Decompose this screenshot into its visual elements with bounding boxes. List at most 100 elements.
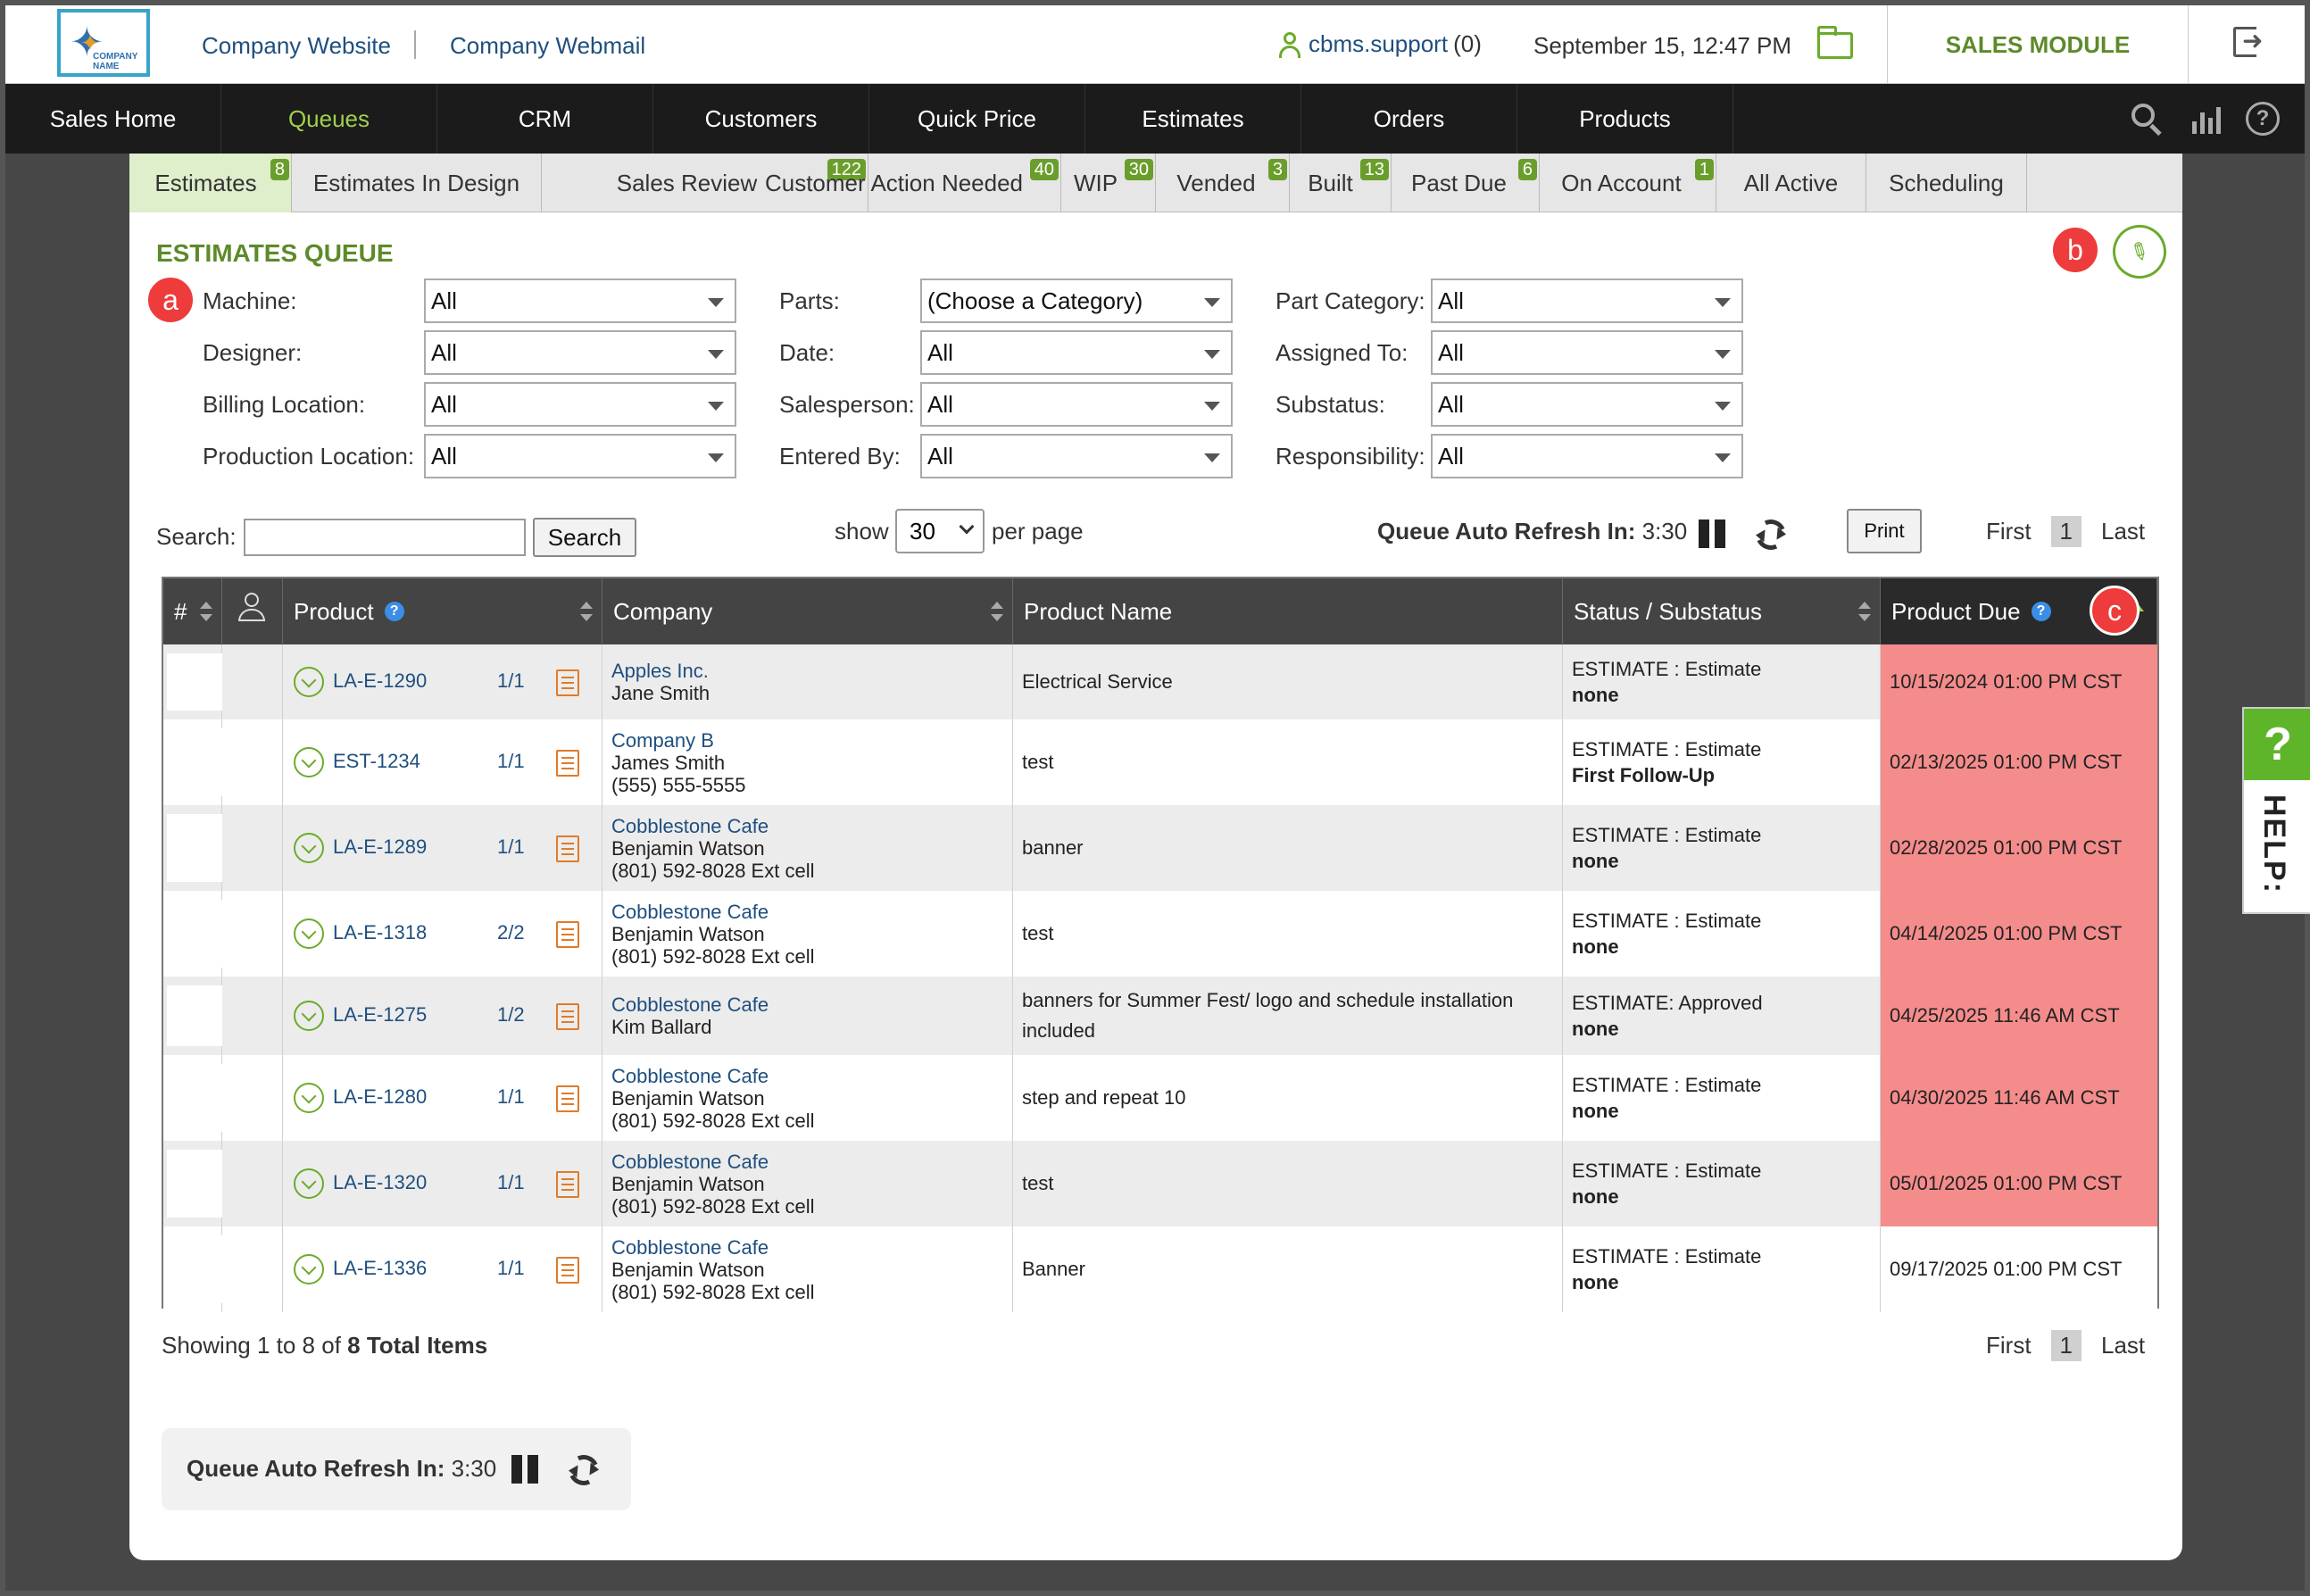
entered-by-select[interactable]: All [920, 434, 1233, 478]
expand-chevron-icon[interactable] [294, 1254, 324, 1284]
parts-select[interactable]: (Choose a Category) [920, 278, 1233, 323]
last-page-link[interactable]: Last [2101, 518, 2146, 544]
col-header-product[interactable]: Product? [283, 578, 602, 644]
help-side-tab[interactable]: ? HELP: [2242, 707, 2310, 914]
substatus-select[interactable]: All [1431, 382, 1743, 427]
company-link[interactable]: Cobblestone Cafe [611, 901, 769, 923]
nav-customers[interactable]: Customers [653, 84, 869, 154]
document-icon[interactable] [556, 750, 579, 777]
table-row[interactable]: LA-E-1275 1/2 Cobblestone Cafe Kim Ballard b… [163, 977, 2157, 1055]
tab-estimates[interactable]: Estimates 8 [129, 154, 292, 212]
first-page-link[interactable]: First [1986, 1332, 2032, 1359]
current-page[interactable]: 1 [2050, 1330, 2082, 1361]
company-link[interactable]: Company B [611, 729, 714, 752]
company-link[interactable]: Cobblestone Cafe [611, 1151, 769, 1173]
table-row[interactable]: LA-E-1336 1/1 Cobblestone Cafe Benjamin Wat… [163, 1226, 2157, 1312]
module-switcher[interactable]: SALES MODULE [1887, 5, 2189, 84]
col-header-status[interactable]: Status / Substatus [1563, 578, 1881, 644]
product-id-link[interactable]: LA-E-1336 [333, 1257, 428, 1279]
pause-icon[interactable] [510, 1455, 540, 1484]
product-fraction[interactable]: 1/1 [497, 835, 525, 858]
document-icon[interactable] [556, 1003, 579, 1030]
last-page-link[interactable]: Last [2101, 1332, 2146, 1359]
product-fraction[interactable]: 2/2 [497, 921, 525, 943]
company-logo[interactable]: ✦ ✦ COMPANY NAME [57, 9, 150, 77]
expand-chevron-icon[interactable] [294, 1168, 324, 1199]
company-link[interactable]: Cobblestone Cafe [611, 993, 769, 1016]
production-location-select[interactable]: All [424, 434, 736, 478]
billing-location-select[interactable]: All [424, 382, 736, 427]
document-icon[interactable] [556, 669, 579, 696]
col-header-assignee[interactable] [222, 578, 283, 644]
info-icon[interactable]: ? [384, 602, 404, 621]
company-website-link[interactable]: Company Website [202, 32, 391, 59]
salesperson-select[interactable]: All [920, 382, 1233, 427]
reports-chart-icon[interactable] [2189, 102, 2223, 136]
expand-chevron-icon[interactable] [294, 1083, 324, 1113]
refresh-icon[interactable] [1751, 515, 1791, 554]
product-id-link[interactable]: LA-E-1275 [333, 1003, 428, 1026]
date-select[interactable]: All [920, 330, 1233, 375]
tab-customer-action-needed[interactable]: Customer Action Needed 40 [745, 154, 1061, 212]
expand-chevron-icon[interactable] [294, 667, 324, 697]
logout-icon[interactable]: ➜ [2233, 27, 2269, 57]
product-fraction[interactable]: 1/1 [497, 1171, 525, 1193]
tab-wip[interactable]: WIP 30 [1061, 154, 1156, 212]
product-id-link[interactable]: LA-E-1289 [333, 835, 428, 858]
folder-icon[interactable] [1817, 26, 1853, 59]
nav-sales-home[interactable]: Sales Home [5, 84, 221, 154]
table-row[interactable]: LA-E-1320 1/1 Cobblestone Cafe Benjamin Wat… [163, 1141, 2157, 1226]
user-account[interactable]: cbms.support (0) [1276, 30, 1482, 58]
product-id-link[interactable]: EST-1234 [333, 750, 420, 772]
product-id-link[interactable]: LA-E-1320 [333, 1171, 428, 1193]
product-fraction[interactable]: 1/1 [497, 1085, 525, 1108]
responsibility-select[interactable]: All [1431, 434, 1743, 478]
document-icon[interactable] [556, 1171, 579, 1198]
product-id-link[interactable]: LA-E-1290 [333, 669, 428, 692]
info-icon[interactable]: ? [2031, 602, 2051, 621]
expand-chevron-icon[interactable] [294, 919, 324, 949]
company-link[interactable]: Apples Inc. [611, 660, 709, 682]
machine-select[interactable]: All [424, 278, 736, 323]
tab-sales-review[interactable]: Sales Review 122 [542, 154, 868, 212]
product-fraction[interactable]: 1/1 [497, 750, 525, 772]
tab-on-account[interactable]: On Account 1 [1540, 154, 1716, 212]
help-icon[interactable]: ? [2246, 102, 2280, 136]
col-header-number[interactable]: # [163, 578, 222, 644]
company-link[interactable]: Cobblestone Cafe [611, 815, 769, 837]
assigned-to-select[interactable]: All [1431, 330, 1743, 375]
product-id-link[interactable]: LA-E-1280 [333, 1085, 428, 1108]
expand-chevron-icon[interactable] [294, 1001, 324, 1031]
nav-quick-price[interactable]: Quick Price [869, 84, 1085, 154]
tab-estimates-in-design[interactable]: Estimates In Design [292, 154, 542, 212]
expand-chevron-icon[interactable] [294, 747, 324, 777]
col-header-product-name[interactable]: Product Name [1013, 578, 1563, 644]
document-icon[interactable] [556, 921, 579, 948]
product-id-link[interactable]: LA-E-1318 [333, 921, 428, 943]
part-category-select[interactable]: All [1431, 278, 1743, 323]
document-icon[interactable] [556, 1257, 579, 1284]
nav-queues[interactable]: Queues [221, 84, 437, 154]
per-page-select[interactable]: 30 [895, 509, 985, 553]
table-row[interactable]: EST-1234 1/1 Company B James Smith (555) 555… [163, 719, 2157, 805]
nav-orders[interactable]: Orders [1301, 84, 1517, 154]
tab-all-active[interactable]: All Active [1716, 154, 1866, 212]
search-input[interactable] [244, 519, 526, 556]
current-page[interactable]: 1 [2050, 516, 2082, 547]
company-link[interactable]: Cobblestone Cafe [611, 1065, 769, 1087]
table-row[interactable]: LA-E-1318 2/2 Cobblestone Cafe Benjamin Wat… [163, 891, 2157, 977]
designer-select[interactable]: All [424, 330, 736, 375]
refresh-icon[interactable] [564, 1451, 603, 1490]
company-webmail-link[interactable]: Company Webmail [450, 32, 646, 59]
search-icon[interactable] [2130, 102, 2164, 137]
table-row[interactable]: LA-E-1289 1/1 Cobblestone Cafe Benjamin Wat… [163, 805, 2157, 891]
tab-vended[interactable]: Vended 3 [1156, 154, 1290, 212]
tab-past-due[interactable]: Past Due 6 [1392, 154, 1540, 212]
pin-icon[interactable]: ✎ [2103, 215, 2176, 288]
company-link[interactable]: Cobblestone Cafe [611, 1236, 769, 1259]
product-fraction[interactable]: 1/1 [497, 669, 525, 692]
pause-icon[interactable] [1697, 520, 1727, 548]
nav-products[interactable]: Products [1517, 84, 1733, 154]
first-page-link[interactable]: First [1986, 518, 2032, 544]
product-fraction[interactable]: 1/1 [497, 1257, 525, 1279]
